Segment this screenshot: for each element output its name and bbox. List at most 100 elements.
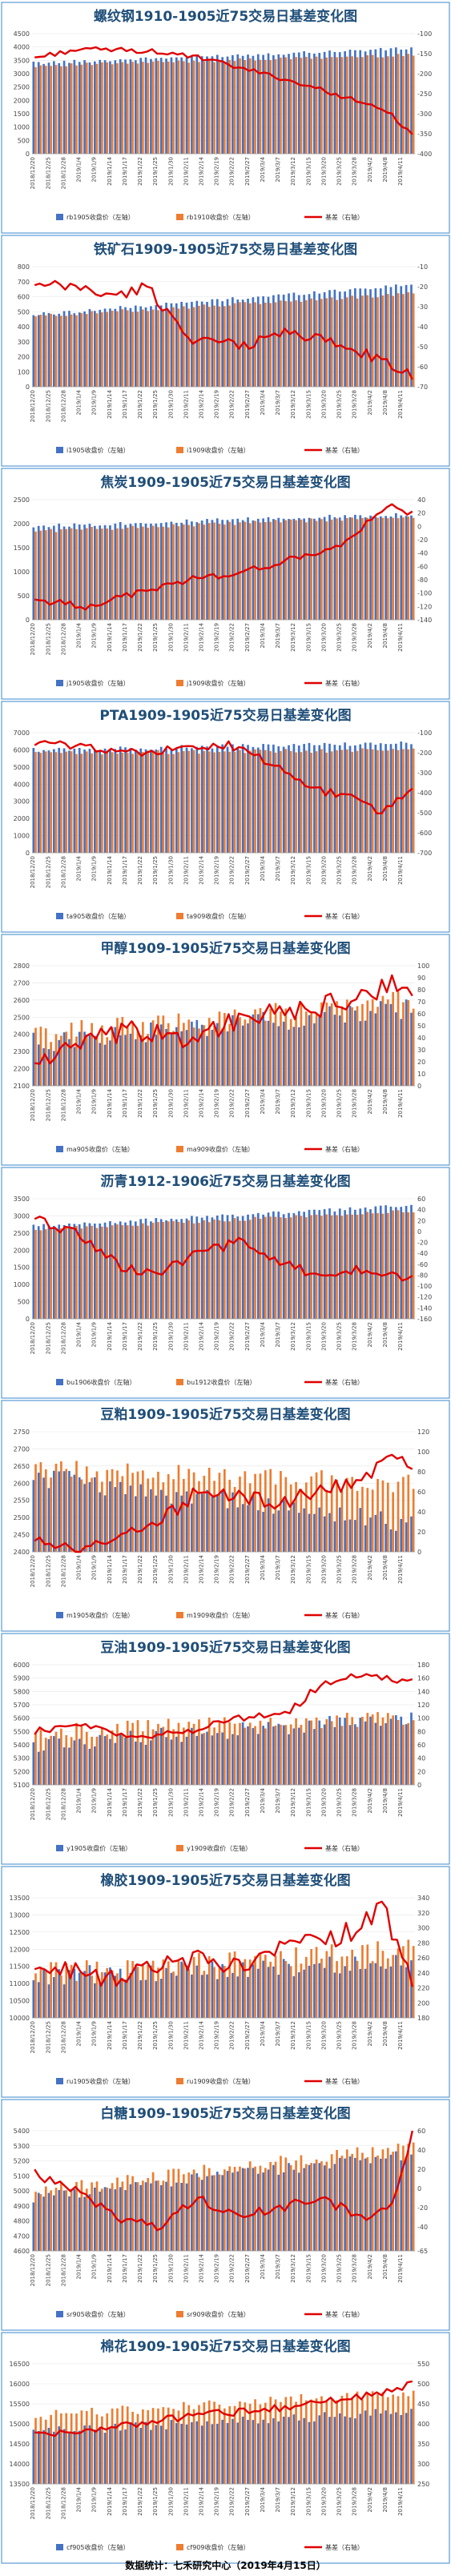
- x-tick: 2019/1/17: [122, 2021, 128, 2050]
- bar-back: [284, 520, 288, 620]
- bar-front: [109, 1040, 111, 1086]
- bar-front: [226, 299, 229, 387]
- bar-front: [134, 1964, 137, 2018]
- bar-back: [386, 750, 389, 853]
- bar-front: [99, 1734, 102, 1785]
- bar-front: [328, 1006, 331, 1086]
- bar-front: [282, 518, 285, 620]
- bar-back: [131, 754, 134, 853]
- y-right-tick: 80: [417, 1728, 425, 1735]
- bar-back: [407, 1000, 410, 1086]
- bar-front: [68, 750, 70, 853]
- y-left-tick: 5500: [14, 1728, 30, 1735]
- bar-back: [351, 1717, 354, 1785]
- bar-back: [91, 65, 93, 154]
- bar-front: [232, 2418, 234, 2484]
- bar-front: [68, 1747, 70, 1785]
- bar-back: [264, 2402, 267, 2484]
- bar-back: [223, 2408, 226, 2484]
- bar-front: [369, 1716, 372, 1785]
- bar-front: [297, 1513, 300, 1552]
- bar-front: [236, 2422, 240, 2484]
- bar-front: [288, 2417, 290, 2484]
- bar-front: [180, 1495, 183, 1552]
- bar-front: [180, 301, 183, 387]
- x-tick: 2018/12/25: [45, 157, 51, 189]
- bar-back: [151, 2408, 155, 2484]
- bar-back: [289, 2396, 292, 2484]
- bar-front: [150, 1489, 152, 1552]
- bar-front: [73, 313, 76, 387]
- y-right-tick: -100: [417, 590, 432, 597]
- y-left-tick: 2700: [14, 1445, 30, 1453]
- bar-back: [151, 525, 155, 620]
- bar-back: [377, 749, 379, 853]
- bar-back: [289, 519, 292, 620]
- bar-back: [269, 1718, 272, 1785]
- bar-front: [328, 1208, 331, 1319]
- bar-front: [99, 1224, 102, 1319]
- x-tick: 2019/3/12: [290, 390, 296, 419]
- bar-front: [328, 1956, 331, 2018]
- x-tick: 2019/2/11: [183, 1788, 189, 1817]
- bar-front: [282, 2172, 285, 2251]
- bar-front: [385, 1003, 387, 1086]
- y-left-tick: 800: [18, 263, 30, 271]
- bar-front: [226, 1508, 229, 1552]
- x-tick: 2019/1/9: [91, 1555, 98, 1580]
- bar-front: [165, 522, 167, 620]
- bar-back: [95, 751, 99, 853]
- bar-front: [93, 311, 96, 387]
- bar-back: [157, 1015, 159, 1086]
- bar-front: [134, 305, 137, 387]
- bar-front: [292, 2414, 296, 2484]
- bar-back: [248, 523, 252, 620]
- bar-back: [356, 1960, 359, 2018]
- bar-front: [99, 749, 102, 853]
- y-left-tick: 11500: [10, 1963, 30, 1971]
- bar-front: [68, 526, 70, 620]
- bar-back: [300, 1963, 303, 2018]
- bar-back: [101, 1226, 103, 1319]
- bar-back: [289, 2164, 292, 2251]
- bar-back: [187, 1969, 191, 2018]
- bar-front: [308, 1209, 311, 1319]
- bar-front: [93, 749, 96, 853]
- bar-back: [377, 1007, 379, 1086]
- bar-front: [42, 525, 45, 620]
- bar-front: [313, 53, 316, 154]
- bar-front: [318, 2163, 321, 2251]
- x-tick: 2019/1/14: [107, 2020, 113, 2049]
- bar-front: [155, 305, 158, 387]
- bar-back: [131, 1473, 134, 1552]
- bar-back: [223, 1221, 226, 1319]
- x-tick: 2019/1/14: [107, 1088, 113, 1117]
- bar-front: [338, 517, 341, 620]
- bar-back: [330, 1003, 333, 1086]
- bar-back: [91, 526, 93, 620]
- bar-back: [203, 1733, 206, 1785]
- bar-back: [280, 2156, 282, 2251]
- x-tick: 2019/2/14: [199, 1787, 205, 1816]
- bar-back: [264, 749, 267, 853]
- bar-back: [351, 1007, 354, 1086]
- bar-back: [65, 1227, 68, 1319]
- chart-title: 沥青1912-1906近75交易日基差变化图: [100, 1173, 350, 1190]
- x-tick: 2019/2/14: [199, 1554, 205, 1583]
- bar-front: [206, 746, 208, 853]
- x-tick: 2019/2/27: [244, 1555, 251, 1584]
- bar-back: [289, 1484, 292, 1552]
- x-tick: 2019/4/2: [367, 856, 373, 881]
- bar-back: [254, 1955, 256, 2018]
- x-tick: 2019/3/25: [336, 2021, 343, 2050]
- chart-panel-11: 棉花1909-1905近75交易日基差变化图135001400014500150…: [1, 2332, 450, 2564]
- x-tick: 2019/3/28: [352, 2254, 358, 2283]
- x-tick: 2018/12/20: [30, 1555, 36, 1587]
- bar-front: [256, 747, 260, 853]
- x-tick: 2019/2/11: [183, 623, 189, 652]
- bar-back: [254, 1726, 256, 1785]
- bar-back: [304, 1482, 308, 1552]
- bar-front: [241, 520, 244, 620]
- bar-back: [91, 753, 93, 853]
- bar-back: [254, 1009, 256, 1086]
